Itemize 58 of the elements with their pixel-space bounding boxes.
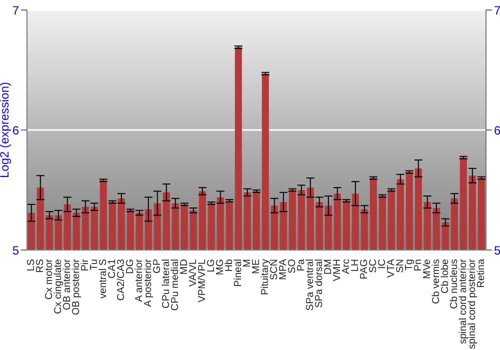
x-tick-label: A posterior	[143, 258, 154, 307]
x-tick-label: IC	[377, 259, 388, 269]
x-tick-label: Cx cingulate	[53, 258, 64, 314]
x-tick-label: SN	[395, 259, 406, 273]
x-tick-label: ventral S	[98, 258, 109, 298]
x-tick-label: LH	[350, 259, 361, 272]
x-tick-label: SPa ventral	[305, 259, 316, 311]
x-tick-label: ME	[251, 258, 262, 274]
x-tick-label: SC	[368, 259, 379, 273]
x-tick-label: VPM/VPL	[197, 258, 208, 302]
x-tick-label: Tu	[89, 259, 100, 270]
x-tick-label: M	[242, 259, 253, 268]
x-tick-label: SO	[287, 258, 298, 274]
x-tick-label: Pineal	[233, 259, 244, 287]
x-tick-label: MPA	[278, 258, 289, 280]
x-tick-label: Retina	[476, 258, 487, 288]
x-tick-label: spinal cord anterior	[458, 258, 469, 344]
x-tick-label: VA/VL	[188, 258, 199, 287]
x-tick-label: CA1	[107, 258, 118, 278]
x-tick-label: Arc	[341, 259, 352, 274]
x-tick-label: VMH	[332, 259, 343, 282]
x-tick-label: GP	[152, 258, 163, 274]
x-tick-label: MG	[215, 258, 226, 276]
x-tick-label: Pituitary	[260, 259, 271, 296]
y-tick-label: 5	[12, 243, 20, 258]
x-tick-label: Pir	[80, 258, 91, 272]
x-tick-label: DG	[125, 258, 136, 274]
y2-tick-label: 6	[494, 123, 500, 138]
y-axis-title: Log2 (expression)	[0, 82, 12, 178]
x-tick-label: Pn	[413, 259, 424, 272]
y2-tick-label: 7	[494, 3, 500, 18]
y2-tick-label: 5	[494, 243, 500, 258]
x-tick-label: Cx motor	[44, 258, 55, 300]
x-tick-label: MD	[179, 259, 190, 275]
x-tick-label: Cb vermis	[431, 259, 442, 304]
x-tick-label: DM	[323, 259, 334, 275]
x-tick-label: PAG	[359, 258, 370, 280]
x-tick-label: LS	[26, 258, 37, 272]
x-tick-label: CPu lateral	[161, 259, 172, 308]
x-tick-label: MVe	[422, 258, 433, 280]
x-tick-label: Pa	[296, 258, 307, 272]
x-tick-label: OB posterior	[71, 258, 82, 316]
x-tick-label: Hb	[224, 258, 235, 272]
x-tick-label: SPa dorsal	[314, 259, 325, 308]
x-tick-label: Cb lobe	[440, 258, 451, 294]
x-tick-label: Cb nucleus	[449, 259, 460, 310]
x-tick-label: A anterior	[134, 258, 145, 302]
y-tick-label: 7	[12, 3, 20, 18]
y-tick-label: 6	[12, 123, 20, 138]
x-tick-label: LG	[206, 258, 217, 272]
x-tick-label: RS	[35, 258, 46, 273]
x-tick-label: CPu medial	[170, 259, 181, 311]
x-tick-label: VTA	[386, 258, 397, 278]
x-tick-label: spinal cord posterior	[467, 258, 478, 350]
x-tick-label: Tg	[404, 259, 415, 271]
x-tick-label: CA2/CA3	[116, 258, 127, 301]
x-tick-label: OB anterior	[62, 258, 73, 310]
x-tick-label: SCN	[269, 259, 280, 280]
